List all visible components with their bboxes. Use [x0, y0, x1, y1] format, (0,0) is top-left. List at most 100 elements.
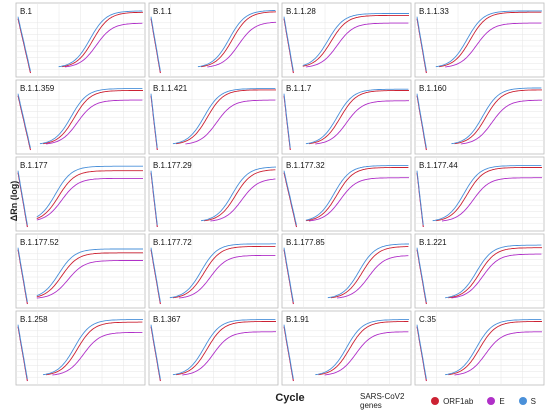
- series-s-baseline: [416, 170, 424, 226]
- series-s-baseline: [150, 170, 158, 226]
- series-s-baseline: [283, 247, 294, 303]
- series-s-baseline: [283, 16, 294, 72]
- series-s-baseline: [17, 324, 28, 380]
- series-e: [337, 255, 409, 299]
- series-s-baseline: [150, 16, 161, 72]
- panel-b-1-91: B.1.91: [281, 310, 412, 386]
- series-s-baseline: [17, 93, 31, 149]
- panel-b-1-1-33: B.1.1.33: [414, 2, 545, 78]
- series-e: [210, 178, 276, 222]
- series-s: [39, 88, 143, 145]
- panel-title: B.1.1.421: [153, 84, 188, 93]
- legend-label-e: E: [499, 396, 505, 406]
- panel-b-1-367: B.1.367: [148, 310, 279, 386]
- series-s: [305, 88, 409, 145]
- series-orf1ab: [435, 167, 542, 222]
- series-orf1ab: [36, 252, 143, 298]
- legend-label-orf1ab: ORF1ab: [443, 396, 474, 406]
- series-e: [308, 177, 409, 222]
- series-e: [460, 99, 542, 145]
- panel-title: B.1.177.44: [419, 161, 458, 170]
- panel-title: B.1.258: [20, 315, 48, 324]
- panel-b-1-177-85: B.1.177.85: [281, 233, 412, 309]
- series-s: [36, 248, 143, 297]
- panel-b-1-1-421: B.1.1.421: [148, 79, 279, 155]
- series-s-baseline: [416, 247, 427, 303]
- series-s-baseline: [150, 93, 158, 149]
- panel-b-1-160: B.1.160: [414, 79, 545, 155]
- series-e: [445, 22, 542, 68]
- series-orf1ab: [308, 90, 409, 145]
- panel-b-1-177-44: B.1.177.44: [414, 156, 545, 232]
- series-e: [315, 100, 409, 145]
- x-axis-label: Cycle: [275, 392, 305, 404]
- series-s-baseline: [416, 324, 427, 380]
- panel-b-1-1-28: B.1.1.28: [281, 2, 412, 78]
- panel-title: B.1.91: [286, 315, 310, 324]
- series-s-baseline: [283, 324, 294, 380]
- series-s: [445, 244, 542, 299]
- panel-title: C.35: [419, 315, 436, 324]
- panel-title: B.1.160: [419, 84, 447, 93]
- legend-swatch-s: [518, 397, 527, 405]
- series-e: [36, 177, 143, 221]
- panel-title: B.1.177.52: [20, 238, 59, 247]
- series-e: [52, 331, 143, 376]
- series-s-baseline: [416, 16, 427, 72]
- series-e: [185, 99, 276, 145]
- panel-b-1-221: B.1.221: [414, 233, 545, 309]
- series-e: [179, 254, 276, 299]
- series-s-baseline: [283, 170, 297, 226]
- series-s: [36, 165, 143, 218]
- series-orf1ab: [330, 246, 409, 299]
- series-orf1ab: [175, 321, 276, 376]
- series-e: [36, 260, 143, 299]
- legend-item-s: S: [518, 396, 536, 406]
- legend-swatch-e: [487, 397, 496, 405]
- series-orf1ab: [175, 89, 276, 145]
- y-axis-label: ΔRn (log): [9, 180, 19, 222]
- series-orf1ab: [448, 247, 542, 299]
- series-e: [182, 331, 276, 376]
- series-orf1ab: [305, 167, 409, 222]
- panel-b-1-258: B.1.258: [15, 310, 146, 386]
- legend: SARS-CoV2 genes ORF1ab E S: [360, 392, 550, 410]
- panel-b-1-1-359: B.1.1.359: [15, 79, 146, 155]
- legend-item-e: E: [487, 396, 505, 406]
- series-s-baseline: [17, 170, 28, 226]
- panel-title: B.1: [20, 7, 33, 16]
- panel-b-1-177-72: B.1.177.72: [148, 233, 279, 309]
- series-orf1ab: [46, 321, 143, 376]
- panel-b-1-177-52: B.1.177.52: [15, 233, 146, 309]
- series-orf1ab: [438, 11, 542, 68]
- series-s: [197, 10, 276, 68]
- series-e: [454, 331, 542, 376]
- series-s: [305, 165, 409, 221]
- series-orf1ab: [36, 170, 143, 220]
- series-s: [200, 166, 276, 222]
- series-orf1ab: [302, 14, 409, 67]
- series-s: [451, 87, 542, 145]
- series-s: [58, 10, 143, 68]
- panel-b-1-177-29: B.1.177.29: [148, 156, 279, 232]
- series-e: [46, 99, 143, 145]
- series-s-baseline: [416, 93, 427, 149]
- panel-title: B.1.1.33: [419, 7, 449, 16]
- panel-title: B.1.1: [153, 7, 172, 16]
- legend-label-s: S: [530, 396, 536, 406]
- series-s: [302, 13, 409, 66]
- panel-b-1-1: B.1.1: [148, 2, 279, 78]
- panel-title: B.1.177: [20, 161, 48, 170]
- panel-b-1: B.1: [15, 2, 146, 78]
- series-e: [64, 22, 143, 68]
- series-e: [441, 177, 542, 222]
- series-s: [445, 319, 542, 376]
- panel-b-1-1-7: B.1.1.7: [281, 79, 412, 155]
- series-s: [327, 243, 409, 299]
- panel-title: B.1.1.359: [20, 84, 55, 93]
- panel-title: B.1.367: [153, 315, 181, 324]
- series-s-baseline: [17, 16, 31, 72]
- series-s: [432, 165, 542, 222]
- series-s: [435, 10, 542, 68]
- panel-title: B.1.1.28: [286, 7, 316, 16]
